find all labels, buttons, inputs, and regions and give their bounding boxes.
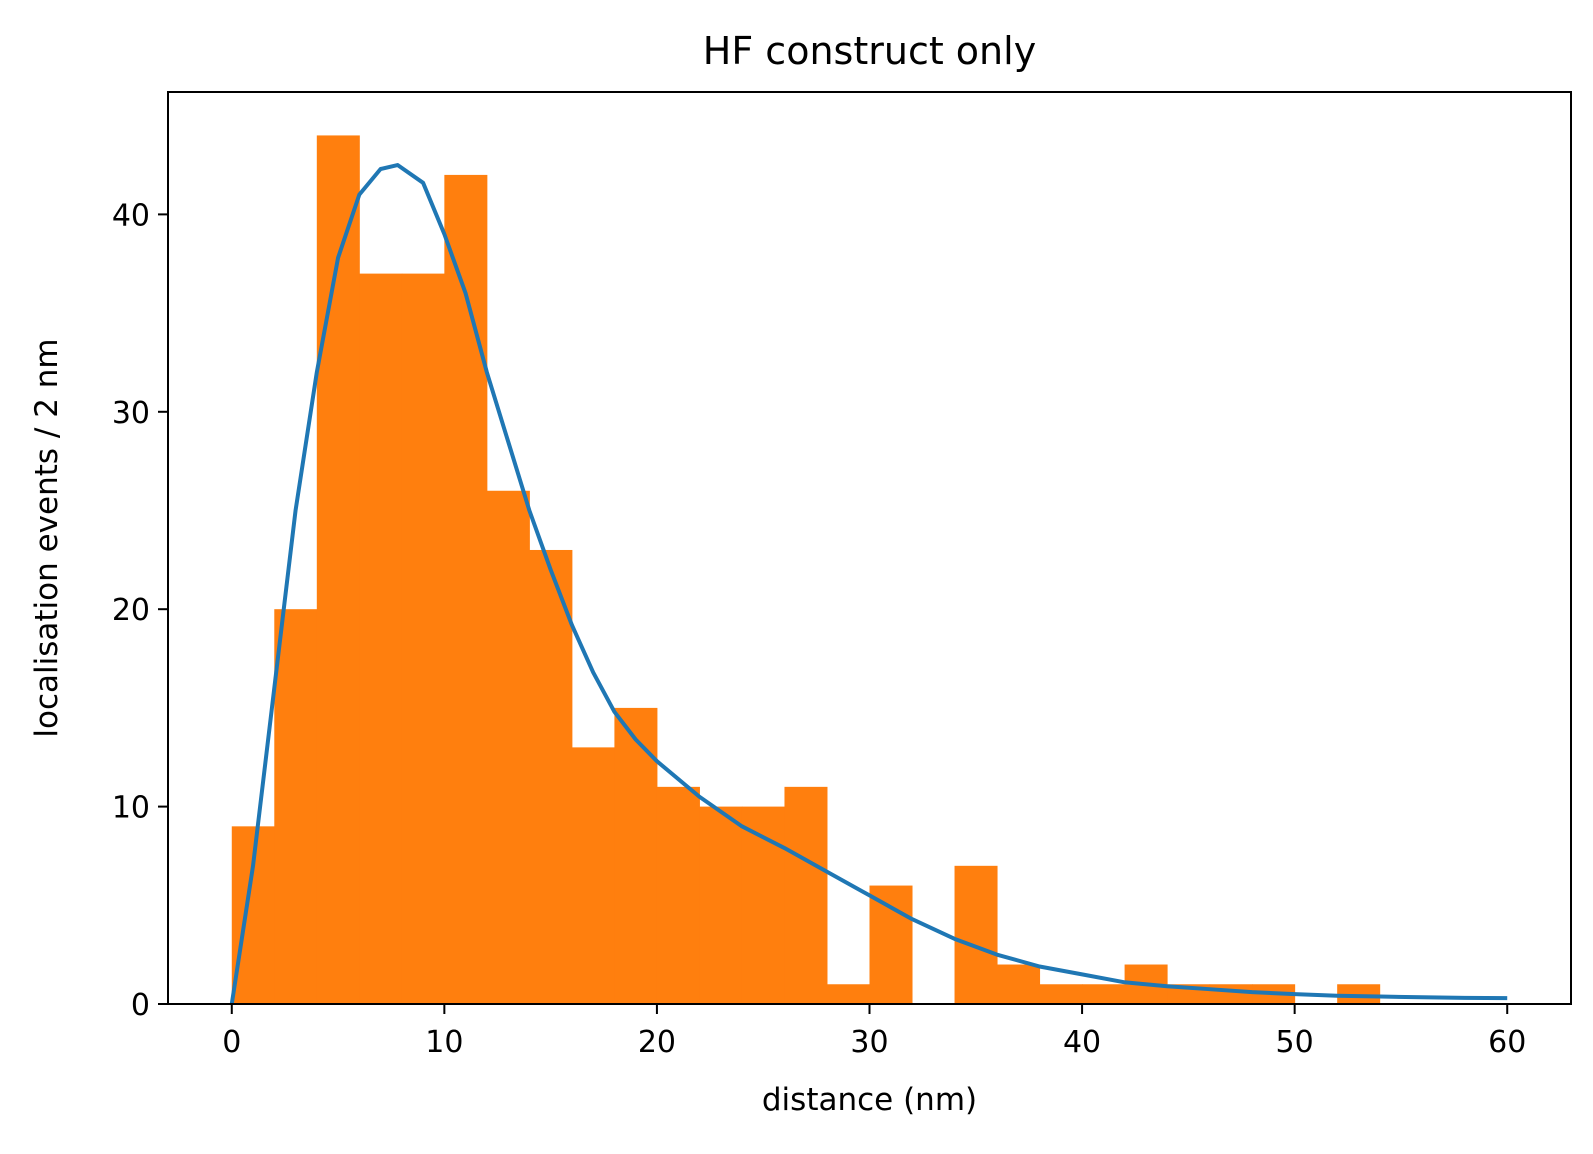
- y-axis-ticks: 0 10 20 30 40: [112, 198, 168, 1023]
- x-tick-label: 40: [1063, 1025, 1101, 1060]
- histogram-bar: [614, 707, 658, 1004]
- histogram-bar: [784, 786, 828, 1004]
- histogram-bar: [1039, 984, 1083, 1004]
- y-tick-label: 40: [112, 198, 150, 233]
- histogram-bar: [869, 885, 913, 1004]
- histogram-bar: [571, 747, 615, 1004]
- chart-title: HF construct only: [703, 29, 1036, 73]
- histogram-bar: [359, 273, 403, 1005]
- histogram-bars: [231, 135, 1381, 1005]
- x-tick-label: 60: [1488, 1025, 1526, 1060]
- y-tick-label: 20: [112, 593, 150, 628]
- y-axis-label: localisation events / 2 nm: [29, 338, 65, 737]
- histogram-bar: [274, 609, 318, 1004]
- histogram-bar: [699, 806, 743, 1004]
- x-tick-label: 50: [1276, 1025, 1314, 1060]
- histogram-bar: [316, 135, 360, 1004]
- x-tick-label: 0: [222, 1025, 241, 1060]
- histogram-bar: [529, 549, 573, 1004]
- x-axis-label: distance (nm): [762, 1082, 977, 1118]
- histogram-bar: [954, 865, 998, 1004]
- histogram-bar: [1082, 984, 1126, 1004]
- y-tick-label: 0: [131, 988, 150, 1023]
- y-tick-label: 10: [112, 791, 150, 826]
- x-tick-label: 10: [425, 1025, 463, 1060]
- x-axis-ticks: 0 10 20 30 40 50 60: [222, 1004, 1526, 1060]
- x-tick-label: 20: [638, 1025, 676, 1060]
- y-tick-label: 30: [112, 396, 150, 431]
- histogram-bar: [656, 786, 700, 1004]
- x-tick-label: 30: [850, 1025, 888, 1060]
- histogram-bar: [486, 490, 530, 1004]
- histogram-bar: [444, 174, 488, 1005]
- fit-curve-line: [229, 163, 1508, 1005]
- histogram-bar: [1209, 984, 1253, 1004]
- histogram-bar: [997, 964, 1041, 1004]
- histogram-bar: [826, 984, 870, 1004]
- histogram-bar: [401, 273, 445, 1005]
